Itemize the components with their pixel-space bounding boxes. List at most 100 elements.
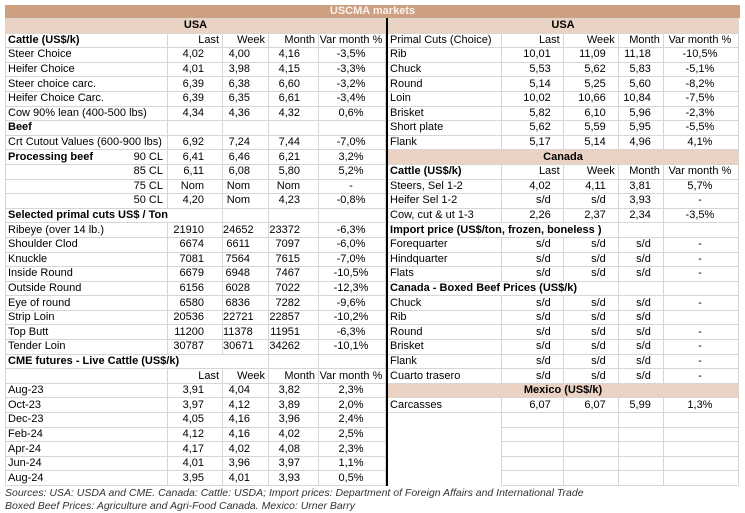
value-cell: 5,82 — [500, 105, 564, 122]
value-cell: 6679 — [167, 266, 223, 282]
value-cell: 4,17 — [167, 441, 223, 457]
row-label: Flank — [386, 134, 502, 151]
table-row: Last Week Month Var month % — [5, 368, 387, 384]
value-cell: 10,02 — [500, 90, 564, 107]
row-label: Cuarto trasero — [386, 368, 502, 384]
var-month-cell: -6,0% — [317, 236, 387, 253]
empty-cell — [617, 441, 664, 457]
value-cell: s/d — [617, 339, 664, 355]
table-row: Tender Loin 30787 30671 34262 -10,1% — [5, 339, 387, 355]
empty-label-cell — [387, 413, 501, 428]
table-row: Heifer Sel 1-2 s/d s/d 3,93- — [386, 193, 740, 209]
table-row: Processing beef 90 CL 6,41 6,46 6,21 3,2% — [5, 149, 387, 165]
empty-cell — [317, 353, 387, 370]
region-band: Mexico (US$/k) — [386, 382, 740, 399]
value-cell: 3,81 — [617, 178, 664, 195]
row-label: Heifer Sel 1-2 — [386, 193, 502, 209]
row-label: Crt Cutout Values (600-900 lbs) — [5, 134, 168, 151]
value-cell: 7282 — [268, 295, 319, 311]
section-label: Selected primal cuts US$ / Ton — [5, 207, 223, 224]
value-cell: 24652 — [222, 222, 269, 238]
row-sublabel: 75 CL — [133, 179, 163, 192]
value-cell: 34262 — [268, 339, 319, 355]
var-month-cell: -7,5% — [662, 90, 740, 107]
var-month-cell: 5,2% — [317, 163, 387, 180]
row-label: Rib — [386, 309, 502, 326]
column-header: Month — [268, 32, 319, 49]
var-month-cell: - — [662, 251, 740, 268]
value-cell: 7081 — [167, 251, 223, 268]
table-row: 50 CL 4,20 Nom 4,23 -0,8% — [5, 193, 387, 209]
value-cell: 11951 — [268, 324, 319, 341]
empty-label-cell — [387, 442, 501, 457]
value-cell: 3,91 — [167, 382, 223, 399]
row-label: Steer Choice — [5, 47, 168, 63]
var-month-cell: 2,3% — [317, 441, 387, 457]
table-row: Brisket s/d s/d s/d - — [386, 339, 740, 355]
var-month-cell: -2,3% — [662, 105, 740, 122]
value-cell: 7,44 — [268, 134, 319, 151]
value-cell: 4,96 — [617, 134, 664, 151]
value-cell: s/d — [562, 368, 619, 384]
table-row: CME futures - Live Cattle (US$/k) — [5, 353, 387, 370]
table-row: Cattle (US$/k) Last Week Month Var month % — [386, 163, 740, 180]
value-cell: s/d — [617, 236, 664, 253]
value-cell: s/d — [562, 339, 619, 355]
var-month-cell: - — [662, 266, 740, 282]
var-month-cell: -3,5% — [317, 47, 387, 63]
row-sublabel: 90 CL — [133, 150, 163, 163]
column-header: Month — [268, 368, 319, 384]
column-header: Var month % — [317, 32, 387, 49]
value-cell: 11378 — [222, 324, 269, 341]
value-cell: 6028 — [222, 280, 269, 297]
value-cell: 5,14 — [562, 134, 619, 151]
var-month-cell: -5,5% — [662, 120, 740, 136]
var-month-cell: -6,3% — [317, 324, 387, 341]
value-cell: 4,16 — [268, 47, 319, 63]
var-month-cell: 5,7% — [662, 178, 740, 195]
report-title-band: USCMA markets — [5, 5, 740, 18]
empty-label-cell — [387, 427, 501, 442]
value-cell: 5,80 — [268, 163, 319, 180]
row-label: Flats — [386, 266, 502, 282]
value-cell: s/d — [500, 324, 564, 341]
empty-cell — [500, 455, 564, 472]
table-row: Strip Loin 20536 22721 22857 -10,2% — [5, 309, 387, 326]
tables-container: USA Cattle (US$/k) Last Week Month Var month … — [4, 18, 740, 486]
var-month-cell: 0,6% — [317, 105, 387, 122]
row-label: Aug-23 — [5, 382, 168, 399]
value-cell: 22721 — [222, 309, 269, 326]
table-row — [387, 426, 740, 443]
value-cell: Nom — [167, 178, 223, 195]
value-cell: 7467 — [268, 266, 319, 282]
row-label: Inside Round — [5, 266, 168, 282]
var-month-cell: 1,1% — [317, 455, 387, 472]
value-cell: 6611 — [222, 236, 269, 253]
empty-cell — [562, 412, 619, 428]
var-month-cell: -10,5% — [317, 266, 387, 282]
table-row: Jun-24 4,01 3,96 3,97 1,1% — [5, 455, 387, 472]
var-month-cell: 0,5% — [317, 470, 387, 486]
value-cell: 4,16 — [222, 412, 269, 428]
table-row: Shoulder Clod 6674 6611 7097 -6,0% — [5, 236, 387, 253]
column-header: Var month % — [317, 368, 387, 384]
empty-cell — [268, 353, 319, 370]
row-label: Rib — [386, 47, 502, 63]
table-row: Primal Cuts (Choice) Last Week Month Var mon… — [386, 32, 740, 49]
var-month-cell: -12,3% — [317, 280, 387, 297]
value-cell: 6,60 — [268, 76, 319, 92]
table-row: Cuarto trasero s/d s/d s/d - — [386, 368, 740, 384]
value-cell: 7097 — [268, 236, 319, 253]
value-cell: s/d — [562, 193, 619, 209]
value-cell: 2,26 — [500, 207, 564, 224]
table-row: Selected primal cuts US$ / Ton — [5, 207, 387, 224]
var-month-cell: -3,2% — [317, 76, 387, 92]
column-group-label: Cattle (US$/k) — [386, 163, 502, 180]
value-cell: 5,14 — [500, 76, 564, 92]
table-row: Ribeye (over 14 lb.) 21910 24652 23372 -6,3% — [5, 222, 387, 238]
row-label: Dec-23 — [5, 412, 168, 428]
value-cell: 20536 — [167, 309, 223, 326]
value-cell: 4,12 — [167, 426, 223, 443]
var-month-cell: 4,1% — [662, 134, 740, 151]
value-cell: 2,34 — [617, 207, 664, 224]
